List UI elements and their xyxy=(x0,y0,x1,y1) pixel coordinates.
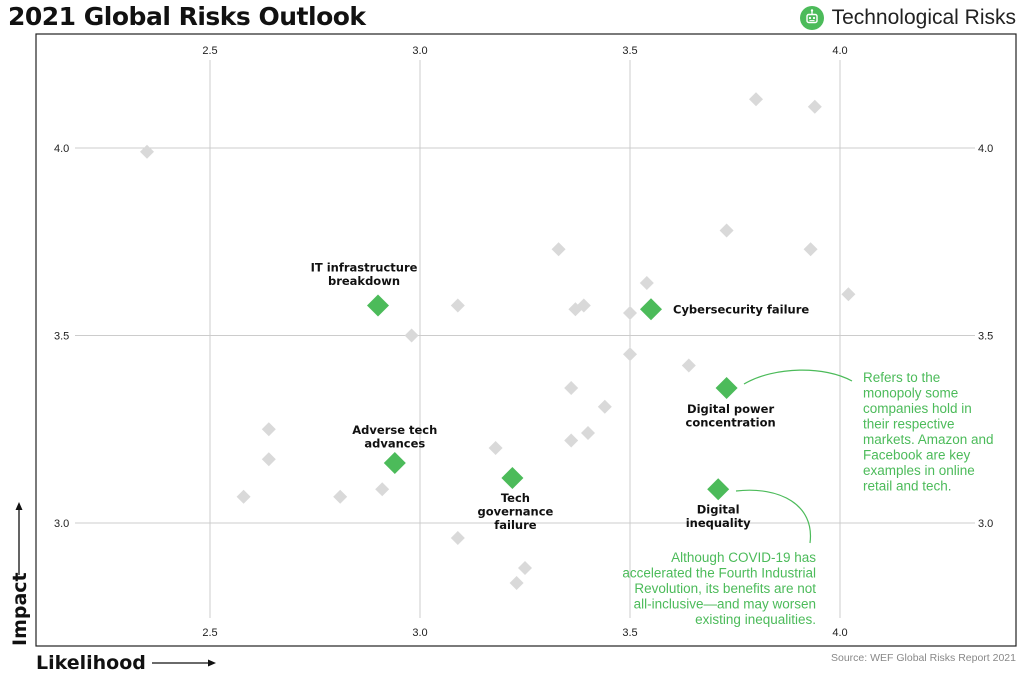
tech-risk-label-line: Digital power xyxy=(687,402,774,416)
tech-risk-label-line: governance xyxy=(477,505,553,519)
tech-risk-label-line: Adverse tech xyxy=(352,423,437,437)
tech-risk-label-line: breakdown xyxy=(328,274,400,288)
y-axis-arrowhead xyxy=(15,502,23,510)
x-tick-label-top: 3.5 xyxy=(622,45,637,57)
chart-title: 2021 Global Risks Outlook xyxy=(8,2,366,31)
annotation-digital-power: Refers to the monopoly some companies hold… xyxy=(863,370,994,494)
annotation-digital-power-line: Facebook are key xyxy=(863,448,971,463)
other-risk-point xyxy=(261,452,276,467)
other-risk-point xyxy=(375,482,390,497)
x-tick-label-bottom: 2.5 xyxy=(202,627,217,639)
other-risk-point xyxy=(564,433,579,448)
annotation-digital-inequality: Although COVID-19 has accelerated the Fou… xyxy=(622,550,816,627)
y-tick-label-left: 3.0 xyxy=(54,518,69,530)
other-risk-point xyxy=(404,328,419,343)
y-tick-label-right: 3.0 xyxy=(978,518,993,530)
tech-risk-label-line: Digital xyxy=(697,502,740,516)
other-risk-point xyxy=(749,92,763,107)
other-risk-point xyxy=(581,426,595,440)
y-tick-label-left: 4.0 xyxy=(54,143,69,155)
annotation-digital-power-line: examples in online xyxy=(863,463,975,478)
tech-risk-label: Digital power concentration xyxy=(686,402,776,430)
x-tick-label-top: 4.0 xyxy=(832,45,847,57)
other-risk-point xyxy=(623,306,637,320)
annotation-digital-power-line: markets. Amazon and xyxy=(863,432,994,447)
tech-risk-label-line: Cybersecurity failure xyxy=(673,302,809,316)
annotation-digital-power-line: their respective xyxy=(863,417,955,432)
other-risk-point xyxy=(140,144,154,159)
other-risk-point xyxy=(597,399,612,414)
tech-risk-label-line: failure xyxy=(494,518,537,532)
other-risk-point xyxy=(719,223,734,238)
y-axis-title: Impact xyxy=(9,572,31,646)
tech-risk-point xyxy=(501,467,524,489)
category-legend: Technological Risks xyxy=(799,6,1016,30)
other-risk-point xyxy=(639,276,654,290)
other-risk-point xyxy=(564,381,579,395)
tech-risk-point xyxy=(367,294,389,317)
tech-risk-label: Adverse tech advances xyxy=(352,423,437,451)
annotation-digital-power-line: retail and tech. xyxy=(863,479,952,494)
tech-risk-point xyxy=(707,478,730,501)
tech-risk-label-line: advances xyxy=(364,437,425,451)
y-tick-label-right: 3.5 xyxy=(978,331,993,343)
other-risk-point xyxy=(551,242,566,257)
x-axis-arrowhead xyxy=(208,659,216,667)
tech-risk-point xyxy=(715,377,738,399)
category-label: Technological Risks xyxy=(831,6,1016,29)
annotation-digital-power-line: Refers to the xyxy=(863,370,940,385)
tech-risk-label: Tech governance failure xyxy=(477,491,553,532)
tech-risk-label: IT infrastructure breakdown xyxy=(311,261,418,289)
annotation-digital-inequality-line: accelerated the Fourth Industrial xyxy=(622,566,816,581)
source-note: Source: WEF Global Risks Report 2021 xyxy=(831,652,1016,664)
x-axis-title: Likelihood xyxy=(36,652,146,674)
tech-risk-label-line: Tech xyxy=(501,491,530,505)
tech-risk-label-line: concentration xyxy=(686,416,776,430)
annotation-digital-inequality-line: all-inclusive—and may worsen xyxy=(634,597,816,612)
x-tick-label-top: 2.5 xyxy=(202,45,217,57)
other-risk-point xyxy=(450,298,465,313)
other-risk-point xyxy=(803,242,818,257)
tech-risk-label: Cybersecurity failure xyxy=(673,302,809,316)
y-tick-label-right: 4.0 xyxy=(978,143,993,155)
tech-risk-point xyxy=(383,452,406,474)
other-risk-point xyxy=(841,287,856,302)
tech-risk-label: Digital inequality xyxy=(686,502,751,530)
other-risk-point xyxy=(568,302,583,317)
other-risk-point xyxy=(450,531,465,545)
other-risk-point xyxy=(681,358,696,373)
annotation-digital-power-line: companies hold in xyxy=(863,401,972,416)
robot-icon xyxy=(799,6,824,30)
other-risk-point xyxy=(807,99,822,114)
other-risk-point xyxy=(518,561,532,575)
annotation-connector xyxy=(735,489,812,544)
plot-frame xyxy=(35,33,1017,647)
annotation-connector xyxy=(743,369,853,385)
x-tick-label-top: 3.0 xyxy=(412,45,427,57)
tech-risk-label-line: IT infrastructure xyxy=(311,261,418,275)
tech-risk-point xyxy=(640,298,662,321)
annotation-digital-inequality-line: Although COVID-19 has xyxy=(671,550,816,565)
annotation-digital-inequality-line: Revolution, its benefits are not xyxy=(634,581,816,596)
annotation-digital-inequality-line: existing inequalities. xyxy=(695,612,816,627)
x-tick-label-bottom: 3.0 xyxy=(412,627,427,639)
other-risk-point xyxy=(488,441,503,455)
x-tick-label-bottom: 3.5 xyxy=(622,627,637,639)
other-risk-point xyxy=(261,422,276,437)
y-tick-label-left: 3.5 xyxy=(54,331,69,343)
x-tick-label-bottom: 4.0 xyxy=(832,627,847,639)
annotation-digital-power-line: monopoly some xyxy=(863,386,958,401)
other-risk-point xyxy=(333,489,348,504)
other-risk-point xyxy=(623,347,637,362)
tech-risk-label-line: inequality xyxy=(686,516,751,530)
other-risk-point xyxy=(509,576,524,590)
other-risk-point xyxy=(236,489,251,504)
